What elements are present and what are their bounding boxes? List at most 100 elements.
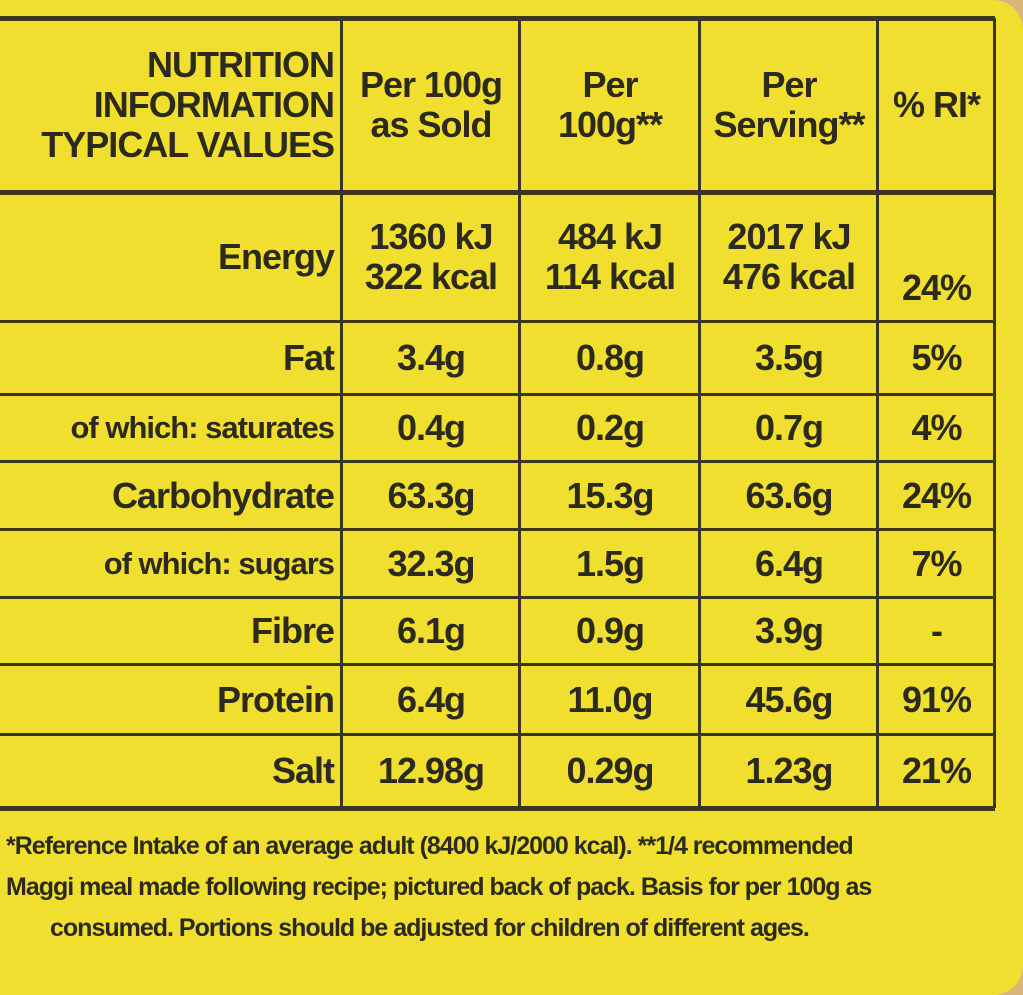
cell-text: 24% xyxy=(901,266,972,308)
cell-text: Carbohydrate xyxy=(111,474,335,516)
footnote-line: consumed. Portions should be adjusted fo… xyxy=(50,914,810,942)
cell-text: 2017 kJ xyxy=(727,215,851,257)
cell-text: INFORMATION xyxy=(93,83,335,125)
row-value: 5% xyxy=(878,322,995,395)
row-label: of which: sugars xyxy=(0,530,342,598)
column-rule xyxy=(340,18,343,808)
cell-text: 12.98g xyxy=(377,750,485,792)
cell-text: 7% xyxy=(911,542,962,584)
cell-text: Protein xyxy=(216,678,335,720)
row-value: 3.9g xyxy=(700,598,878,665)
row-rule xyxy=(0,460,995,463)
row-value: 24% xyxy=(878,192,995,322)
cell-text: 24% xyxy=(901,474,972,516)
row-value: 0.9g xyxy=(520,598,700,665)
cell-text: - xyxy=(931,610,943,652)
row-value: 45.6g xyxy=(700,665,878,735)
row-value: 0.4g xyxy=(342,395,520,462)
row-value: 12.98g xyxy=(342,735,520,808)
header-column: Per Serving** xyxy=(700,18,878,192)
column-rule xyxy=(518,18,521,808)
cell-text: of which: saturates xyxy=(70,410,336,446)
column-rule xyxy=(993,18,996,808)
header-title: NUTRITION INFORMATION TYPICAL VALUES xyxy=(0,18,342,192)
row-value: 6.1g xyxy=(342,598,520,665)
row-label: Energy xyxy=(0,192,342,322)
cell-text: 32.3g xyxy=(387,542,475,584)
cell-text: 15.3g xyxy=(566,474,654,516)
row-rule xyxy=(0,190,995,195)
footnote-line: *Reference Intake of an average adult (8… xyxy=(6,832,854,860)
cell-text: % RI* xyxy=(892,83,981,125)
cell-text: 0.7g xyxy=(754,407,824,449)
row-value: 6.4g xyxy=(700,530,878,598)
row-value: 0.29g xyxy=(520,735,700,808)
cell-text: 114 kcal xyxy=(544,256,676,297)
cell-text: 6.1g xyxy=(396,610,466,652)
cell-text: Salt xyxy=(271,750,335,792)
cell-text: TYPICAL VALUES xyxy=(41,124,335,166)
cell-text: Serving** xyxy=(713,104,865,145)
cell-text: of which: sugars xyxy=(103,545,335,581)
row-rule xyxy=(0,528,995,531)
cell-text: Per 100g xyxy=(359,63,503,105)
cell-text: 0.4g xyxy=(396,407,466,449)
row-label: Fibre xyxy=(0,598,342,665)
header-column: Per 100g** xyxy=(520,18,700,192)
cell-text: 0.29g xyxy=(566,750,654,792)
footnote-line: Maggi meal made following recipe; pictur… xyxy=(6,873,872,901)
row-value: 0.7g xyxy=(700,395,878,462)
cell-text: 0.8g xyxy=(575,337,645,379)
cell-text: Per xyxy=(761,63,817,105)
row-value: 1.23g xyxy=(700,735,878,808)
row-value: 1360 kJ 322 kcal xyxy=(342,192,520,322)
cell-text: Energy xyxy=(217,235,335,277)
row-value: 15.3g xyxy=(520,462,700,530)
row-value: 3.5g xyxy=(700,322,878,395)
cell-text: 1360 kJ xyxy=(369,215,493,257)
row-value: 11.0g xyxy=(520,665,700,735)
cell-text: Fat xyxy=(283,337,335,379)
cell-text: as Sold xyxy=(370,104,492,145)
row-value: 1.5g xyxy=(520,530,700,598)
cell-text: 100g** xyxy=(557,104,663,145)
cell-text: 11.0g xyxy=(567,678,653,720)
row-rule xyxy=(0,806,995,811)
row-value: - xyxy=(878,598,995,665)
cell-text: 0.2g xyxy=(575,407,645,449)
header-column: % RI* xyxy=(878,18,995,192)
row-label: Fat xyxy=(0,322,342,395)
row-rule xyxy=(0,16,995,21)
cell-text: 91% xyxy=(901,678,972,720)
cell-text: 4% xyxy=(911,407,962,449)
row-value: 32.3g xyxy=(342,530,520,598)
row-value: 63.6g xyxy=(700,462,878,530)
row-value: 6.4g xyxy=(342,665,520,735)
cell-text: 6.4g xyxy=(754,542,824,584)
row-value: 21% xyxy=(878,735,995,808)
row-value: 0.8g xyxy=(520,322,700,395)
cell-text: Fibre xyxy=(250,610,335,652)
cell-text: 3.9g xyxy=(754,610,824,652)
row-label: Salt xyxy=(0,735,342,808)
row-value: 7% xyxy=(878,530,995,598)
row-label: Carbohydrate xyxy=(0,462,342,530)
cell-text: Per xyxy=(582,63,638,105)
cell-text: NUTRITION xyxy=(147,43,335,85)
row-value: 63.3g xyxy=(342,462,520,530)
row-value: 91% xyxy=(878,665,995,735)
row-label: of which: saturates xyxy=(0,395,342,462)
header-column: Per 100g as Sold xyxy=(342,18,520,192)
row-rule xyxy=(0,320,995,323)
cell-text: 476 kcal xyxy=(722,256,856,297)
cell-text: 1.23g xyxy=(745,750,833,792)
row-label: Protein xyxy=(0,665,342,735)
row-value: 4% xyxy=(878,395,995,462)
row-rule xyxy=(0,733,995,736)
column-rule xyxy=(698,18,701,808)
cell-text: 5% xyxy=(911,337,962,379)
row-value: 24% xyxy=(878,462,995,530)
column-rule xyxy=(876,18,879,808)
row-value: 0.2g xyxy=(520,395,700,462)
